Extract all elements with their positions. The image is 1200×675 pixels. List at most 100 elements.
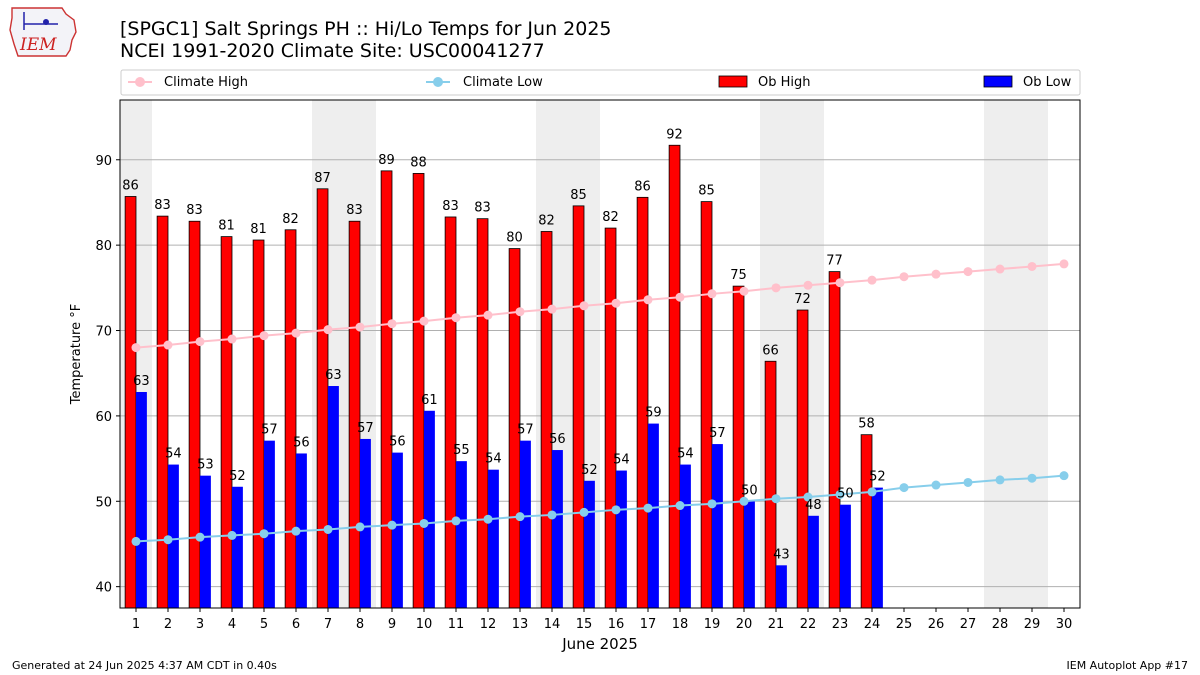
logo-text: IEM xyxy=(19,35,57,55)
ob-low-bar-day-20 xyxy=(744,501,755,608)
ob-high-bar-day-8 xyxy=(348,220,361,609)
climate-low-point-day-24 xyxy=(867,487,877,497)
x-tick-label-14: 14 xyxy=(544,617,561,632)
ob-high-bar-day-2 xyxy=(156,215,169,609)
ob-low-label-day-7: 63 xyxy=(325,368,342,383)
ob-high-label-day-5: 81 xyxy=(250,222,267,237)
climate-low-point-day-17 xyxy=(643,503,653,513)
legend-climate-low-label: Climate Low xyxy=(463,75,543,90)
legend-ob-high-label: Ob High xyxy=(758,75,811,90)
ob-low-label-day-2: 54 xyxy=(165,447,182,462)
ob-high-bar-day-21 xyxy=(764,360,777,609)
plot-frame xyxy=(119,99,1081,609)
ob-high-bar-day-20 xyxy=(732,285,745,609)
climate-high-point-day-5 xyxy=(259,331,269,341)
climate-high-point-day-8 xyxy=(355,322,365,332)
climate-low-point-day-23 xyxy=(835,489,845,499)
ob-high-bar-day-12 xyxy=(476,218,489,609)
climate-low-point-day-6 xyxy=(291,526,301,536)
ob-high-bar-day-14 xyxy=(540,231,553,609)
x-tick-label-15: 15 xyxy=(576,617,593,632)
climate-high-point-day-7 xyxy=(323,325,333,335)
ob-high-bar-day-1 xyxy=(124,196,137,609)
climate-low-point-day-5 xyxy=(259,529,269,539)
ob-high-bar-day-24 xyxy=(860,434,873,609)
x-tick-label-18: 18 xyxy=(672,617,689,632)
x-tick-label-24: 24 xyxy=(864,617,881,632)
ob-high-bar-day-18 xyxy=(668,144,681,609)
ob-high-label-day-21: 66 xyxy=(762,343,779,358)
ob-low-bar-day-7 xyxy=(328,386,339,608)
climate-low-point-day-18 xyxy=(675,501,685,511)
climate-high-point-day-18 xyxy=(675,292,685,302)
ob-high-label-day-8: 83 xyxy=(346,203,363,218)
climate-low-point-day-15 xyxy=(579,507,589,517)
ob-high-label-day-2: 83 xyxy=(154,198,171,213)
ob-low-bar-day-5 xyxy=(264,440,275,608)
climate-low-point-day-4 xyxy=(227,530,237,540)
climate-high-point-day-1 xyxy=(131,343,141,353)
y-tick-label-80: 80 xyxy=(95,239,112,254)
climate-high-point-day-29 xyxy=(1027,261,1037,271)
climate-low-point-day-21 xyxy=(771,494,781,504)
ob-low-label-day-13: 57 xyxy=(517,423,534,438)
ob-low-label-day-6: 56 xyxy=(293,435,310,450)
iowa-outline-icon xyxy=(9,7,77,57)
climate-low-point-day-19 xyxy=(707,499,717,509)
climate-high-point-day-28 xyxy=(995,264,1005,274)
ob-low-bar-day-8 xyxy=(360,438,371,608)
climate-high-point-day-16 xyxy=(611,298,621,308)
climate-high-point-day-30 xyxy=(1059,259,1069,269)
ob-high-label-day-20: 75 xyxy=(730,268,747,283)
ob-high-bar-day-19 xyxy=(700,201,713,609)
climate-high-point-day-17 xyxy=(643,295,653,305)
legend-ob-low-swatch xyxy=(983,75,1013,88)
ob-high-bar-day-6 xyxy=(284,229,297,609)
ob-high-bar-day-9 xyxy=(380,170,393,609)
ob-high-bar-day-3 xyxy=(188,220,201,609)
climate-low-point-day-11 xyxy=(451,516,461,526)
climate-low-point-day-1 xyxy=(131,536,141,546)
climate-high-point-day-24 xyxy=(867,275,877,285)
x-tick-label-23: 23 xyxy=(832,617,849,632)
legend: Climate High Climate Low Ob High Ob Low xyxy=(120,69,1081,96)
climate-low-point-day-9 xyxy=(387,520,397,530)
y-axis-label: Temperature °F xyxy=(69,304,84,405)
climate-low-point-day-20 xyxy=(739,496,749,506)
x-tick-label-16: 16 xyxy=(608,617,625,632)
ob-high-label-day-3: 83 xyxy=(186,203,203,218)
climate-high-point-day-9 xyxy=(387,319,397,329)
ob-high-label-day-19: 85 xyxy=(698,184,715,199)
ob-low-label-day-18: 54 xyxy=(677,447,694,462)
ob-low-label-day-9: 56 xyxy=(389,435,406,450)
ob-low-label-day-19: 57 xyxy=(709,426,726,441)
x-tick-label-19: 19 xyxy=(704,617,721,632)
climate-high-point-day-2 xyxy=(163,340,173,350)
y-tick-label-40: 40 xyxy=(95,581,112,596)
climate-high-point-day-11 xyxy=(451,313,461,323)
legend-ob-high-swatch xyxy=(718,75,748,88)
ob-low-label-day-23: 50 xyxy=(837,487,854,502)
x-tick-label-1: 1 xyxy=(132,617,140,632)
x-tick-label-6: 6 xyxy=(292,617,300,632)
x-tick-label-26: 26 xyxy=(928,617,945,632)
x-axis-label: June 2025 xyxy=(561,635,638,653)
x-tick-label-4: 4 xyxy=(228,617,236,632)
ob-high-label-day-14: 82 xyxy=(538,213,555,228)
ob-low-bar-day-11 xyxy=(456,461,467,608)
ob-low-bar-day-24 xyxy=(872,487,883,608)
x-tick-label-9: 9 xyxy=(388,617,396,632)
climate-low-line xyxy=(135,474,1065,543)
climate-low-point-day-16 xyxy=(611,505,621,515)
ob-low-bar-day-15 xyxy=(584,480,595,608)
x-tick-label-13: 13 xyxy=(512,617,529,632)
ob-high-bar-day-11 xyxy=(444,216,457,609)
ob-low-label-day-15: 52 xyxy=(581,463,598,478)
climate-high-point-day-19 xyxy=(707,289,717,299)
ob-low-label-day-11: 55 xyxy=(453,443,470,458)
ob-high-bar-day-7 xyxy=(316,188,329,609)
climate-high-point-day-26 xyxy=(931,269,941,279)
ob-high-bar-day-22 xyxy=(796,309,809,609)
x-tick-label-22: 22 xyxy=(800,617,817,632)
